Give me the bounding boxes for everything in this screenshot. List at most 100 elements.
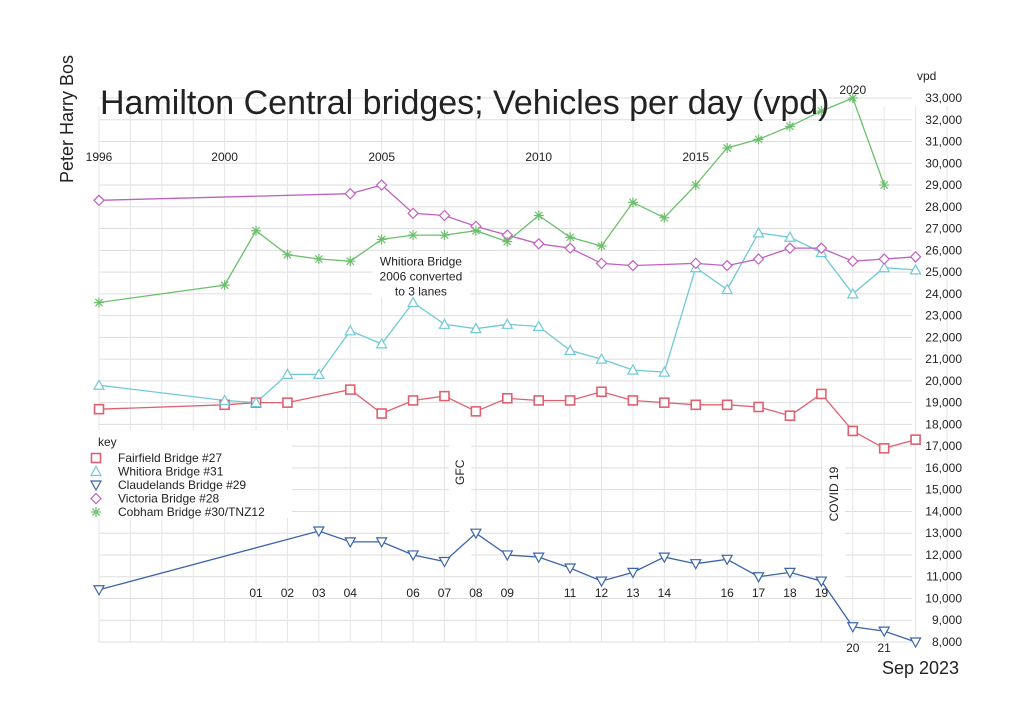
legend-label: Fairfield Bridge #27	[118, 451, 222, 465]
legend-label: Whitiora Bridge #31	[118, 465, 224, 479]
legend-title: key	[98, 435, 117, 449]
data-point-whitiora-bridge-31	[250, 396, 263, 408]
data-point-cobham-bridge-30-tnz12	[94, 297, 104, 308]
data-point-cobham-bridge-30-tnz12	[596, 240, 607, 251]
y-tick-label: 32,000	[925, 113, 962, 127]
x-tick-label-bottom: 08	[469, 586, 483, 600]
x-tick-label-bottom: 13	[626, 586, 640, 600]
data-point-fairfield-bridge-27	[910, 434, 921, 445]
data-point-fairfield-bridge-27	[596, 386, 607, 398]
y-tick-label: 18,000	[925, 417, 962, 431]
data-point-whitiora-bridge-31	[626, 363, 639, 375]
data-point-whitiora-bridge-31	[218, 394, 231, 406]
x-tick-label-top: 2020	[839, 83, 866, 97]
data-point-claudelands-bridge-29	[878, 626, 891, 638]
data-point-fairfield-bridge-27	[344, 384, 356, 395]
x-tick-label-top: 2015	[682, 150, 709, 164]
data-point-cobham-bridge-30-tnz12	[282, 249, 293, 260]
data-point-whitiora-bridge-31	[752, 226, 765, 238]
data-point-victoria-bridge-28	[344, 187, 357, 200]
data-point-cobham-bridge-30-tnz12	[690, 180, 701, 191]
y-tick-label: 11,000	[926, 570, 962, 584]
data-point-fairfield-bridge-27	[753, 401, 764, 413]
data-point-cobham-bridge-30-tnz12	[816, 106, 827, 117]
data-point-fairfield-bridge-27	[627, 395, 639, 406]
series-line-whitiora-bridge-31	[98, 232, 916, 404]
y-tick-label: 21,000	[925, 352, 962, 366]
data-point-victoria-bridge-28	[532, 237, 545, 250]
data-point-cobham-bridge-30-tnz12	[219, 280, 230, 291]
data-point-claudelands-bridge-29	[532, 552, 545, 564]
data-point-victoria-bridge-28	[815, 242, 828, 254]
data-point-fairfield-bridge-27	[533, 395, 545, 406]
data-point-cobham-bridge-30-tnz12	[345, 256, 356, 267]
data-point-fairfield-bridge-27	[470, 406, 482, 417]
annotation-text: to 3 lanes	[395, 285, 447, 299]
y-tick-label: 14,000	[925, 504, 962, 518]
data-point-victoria-bridge-28	[752, 253, 765, 265]
annotation-backgrounds	[371, 253, 845, 579]
data-point-whitiora-bridge-31	[281, 368, 294, 379]
data-point-cobham-bridge-30-tnz12	[502, 236, 513, 247]
data-point-claudelands-bridge-29	[626, 567, 639, 579]
data-point-fairfield-bridge-27	[690, 399, 702, 411]
x-tick-label-bottom: 06	[406, 586, 420, 600]
axes: 8,000 9,000 10,000 11,000 12,000 13,000 14,000…	[86, 83, 963, 655]
data-point-claudelands-bridge-29	[595, 576, 608, 588]
data-point-whitiora-bridge-31	[407, 296, 420, 308]
data-point-fairfield-bridge-27	[878, 443, 890, 454]
data-point-cobham-bridge-30-tnz12	[627, 197, 638, 208]
data-point-cobham-bridge-30-tnz12	[753, 134, 764, 145]
data-point-victoria-bridge-28	[846, 255, 859, 268]
data-point-whitiora-bridge-31	[595, 352, 608, 364]
data-point-claudelands-bridge-29	[564, 563, 577, 575]
data-point-fairfield-bridge-27	[784, 410, 796, 421]
data-point-claudelands-bridge-29	[312, 526, 325, 538]
x-tick-label-bottom: 17	[752, 586, 766, 600]
x-tick-label-bottom: 11	[564, 586, 577, 600]
x-tick-label-bottom: 20	[846, 641, 860, 655]
legend-box	[86, 430, 292, 518]
x-tick-label-bottom: 04	[344, 586, 358, 600]
y-tick-label: 31,000	[925, 135, 962, 149]
annotation-text: GFC	[453, 459, 467, 485]
legend-label: Victoria Bridge #28	[118, 492, 220, 506]
data-point-victoria-bridge-28	[909, 250, 922, 263]
y-tick-label: 27,000	[925, 222, 962, 236]
data-point-victoria-bridge-28	[689, 257, 702, 270]
x-tick-label-bottom: 21	[878, 641, 892, 655]
y-tick-label: 10,000	[925, 591, 962, 605]
data-point-claudelands-bridge-29	[375, 537, 388, 549]
data-point-victoria-bridge-28	[878, 253, 891, 265]
data-point-fairfield-bridge-27	[659, 397, 670, 408]
data-point-whitiora-bridge-31	[344, 324, 357, 336]
data-point-cobham-bridge-30-tnz12	[784, 121, 795, 132]
author-label: Peter Harry Bos	[57, 55, 77, 183]
y-tick-label: 30,000	[925, 156, 962, 170]
date-label: Sep 2023	[882, 658, 959, 678]
annotation-text: COVID 19	[827, 466, 841, 521]
legend-marker-whitiora-bridge-31	[89, 465, 103, 477]
data-point-whitiora-bridge-31	[783, 231, 796, 242]
data-point-whitiora-bridge-31	[532, 320, 545, 332]
legend-marker-victoria-bridge-28	[90, 492, 102, 505]
data-point-claudelands-bridge-29	[815, 576, 828, 588]
data-point-victoria-bridge-28	[784, 242, 796, 254]
legend-marker-claudelands-bridge-29	[89, 480, 103, 492]
y-tick-label: 19,000	[925, 396, 962, 410]
data-point-whitiora-bridge-31	[658, 365, 671, 377]
data-point-fairfield-bridge-27	[93, 403, 105, 415]
data-point-whitiora-bridge-31	[92, 378, 106, 390]
data-point-cobham-bridge-30-tnz12	[659, 212, 670, 223]
data-point-whitiora-bridge-31	[564, 344, 577, 356]
data-point-whitiora-bridge-31	[501, 318, 514, 329]
data-point-claudelands-bridge-29	[783, 567, 796, 579]
data-point-fairfield-bridge-27	[816, 388, 827, 400]
data-point-fairfield-bridge-27	[407, 395, 419, 406]
y-tick-label: 24,000	[925, 287, 962, 301]
data-point-victoria-bridge-28	[627, 259, 639, 272]
chart-title: Hamilton Central bridges; Vehicles per d…	[100, 84, 829, 122]
y-tick-label: 33,000	[925, 91, 962, 105]
